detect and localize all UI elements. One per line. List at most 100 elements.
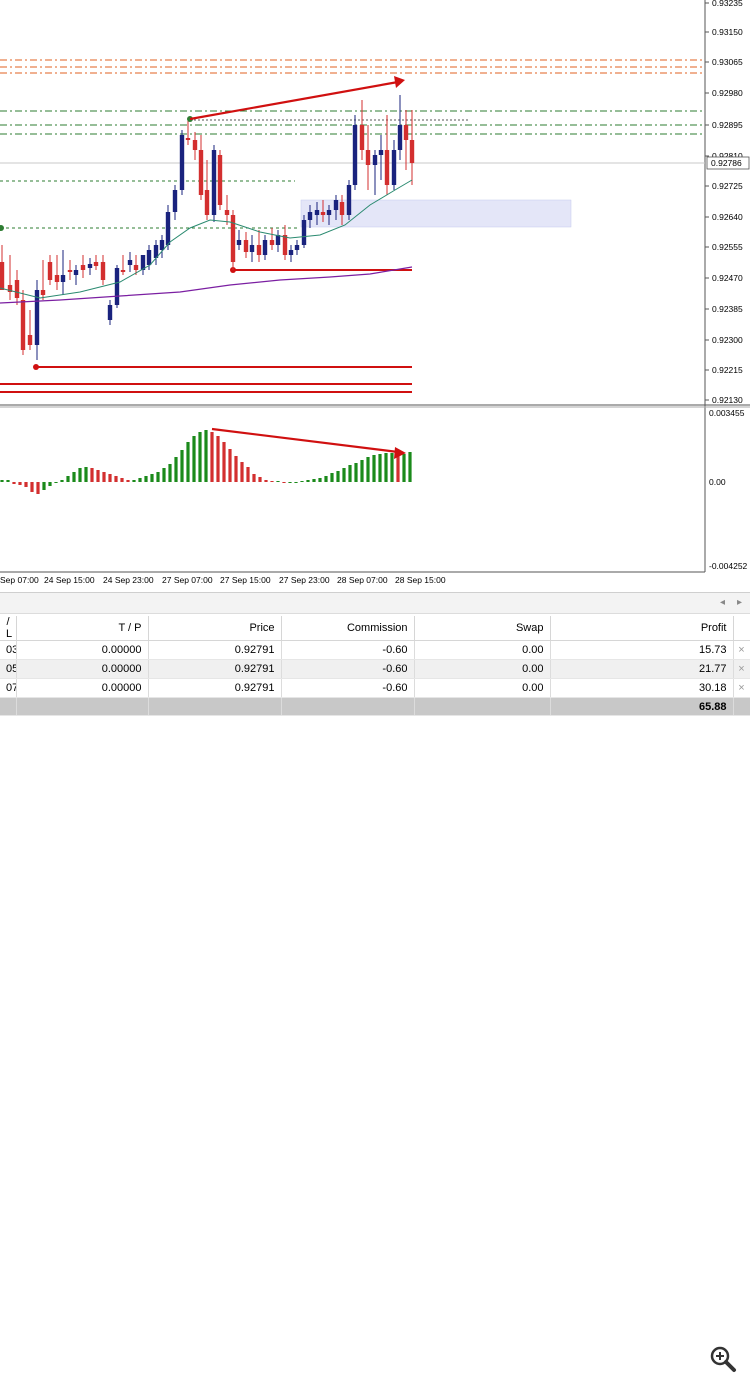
- histogram-bar: [372, 455, 376, 482]
- histogram-bar: [60, 480, 64, 482]
- histogram-bar: [12, 482, 16, 484]
- close-order-icon[interactable]: ×: [733, 640, 750, 660]
- candle-body: [185, 138, 191, 140]
- histogram-bar: [306, 480, 310, 482]
- total-cell-empty: [0, 697, 17, 716]
- histogram-bar: [138, 478, 142, 482]
- candle-body: [7, 285, 13, 292]
- total-cell-empty: [414, 697, 551, 716]
- col-header-price[interactable]: Price: [148, 616, 282, 641]
- price-tick-label: 0.92895: [712, 120, 743, 130]
- histogram-bar: [150, 474, 154, 482]
- histogram-bar: [318, 478, 322, 482]
- col-header-profit[interactable]: Profit: [550, 616, 734, 641]
- histogram-bar: [282, 482, 286, 483]
- cell-swap: 0.00: [414, 678, 551, 698]
- indicator-tick-label: 0.00: [709, 477, 726, 487]
- col-header-commission[interactable]: Commission: [281, 616, 415, 641]
- candle-body: [403, 125, 409, 140]
- histogram-bar: [252, 474, 256, 482]
- price-tick-label: 0.92385: [712, 304, 743, 314]
- histogram-bar: [90, 468, 94, 482]
- indicator-tick-label: -0.004252: [709, 561, 748, 571]
- close-order-icon[interactable]: ×: [733, 659, 750, 679]
- histogram-bar: [204, 430, 208, 482]
- histogram-bar: [330, 473, 334, 482]
- time-tick-label: 27 Sep 07:00: [162, 575, 213, 585]
- histogram-bar: [342, 468, 346, 482]
- candle-body: [146, 250, 152, 265]
- moving-average-slow: [0, 266, 413, 304]
- price-tick-label: 0.92300: [712, 335, 743, 345]
- histogram-bar: [408, 452, 412, 482]
- candle-body: [40, 290, 46, 295]
- candle-body: [165, 212, 171, 245]
- candle-body: [60, 275, 66, 282]
- histogram-bar: [48, 482, 52, 486]
- histogram-bar: [234, 456, 238, 482]
- col-header-tp[interactable]: T / P: [16, 616, 149, 641]
- price-tick-label: 0.92130: [712, 395, 743, 405]
- cell-sl: 072: [0, 678, 17, 698]
- cell-price: 0.92791: [148, 640, 282, 660]
- level-anchor-dot: [0, 225, 4, 231]
- candle-body: [140, 255, 146, 270]
- price-tick-label: 0.92640: [712, 212, 743, 222]
- candle-body: [80, 265, 86, 270]
- candle-body: [211, 150, 217, 215]
- cell-tp: 0.00000: [16, 640, 149, 660]
- divergence-line-price: [189, 80, 399, 121]
- table-row[interactable]: 072 0.00000 0.92791 -0.60 0.00 30.18 ×: [0, 678, 750, 698]
- histogram-bar: [270, 481, 274, 482]
- candle-body: [27, 335, 33, 345]
- cell-price: 0.92791: [148, 678, 282, 698]
- scroll-right-icon[interactable]: ▸: [737, 597, 743, 608]
- histogram-bar: [144, 476, 148, 482]
- current-price-label: 0.92786: [711, 158, 742, 168]
- candle-body: [339, 202, 345, 215]
- candle-body: [114, 268, 120, 305]
- candle-body: [307, 212, 313, 220]
- histogram-bar: [168, 464, 172, 482]
- close-order-icon[interactable]: ×: [733, 678, 750, 698]
- total-cell-empty: [16, 697, 149, 716]
- cell-swap: 0.00: [414, 659, 551, 679]
- candle-body: [409, 140, 415, 163]
- candle-body: [198, 150, 204, 195]
- histogram-bar: [114, 476, 118, 482]
- candle-body: [127, 260, 133, 265]
- candle-body: [107, 305, 113, 320]
- total-cell-empty: [733, 697, 750, 716]
- histogram-bar: [36, 482, 40, 494]
- chart-area[interactable]: 0.93235 0.93150 0.93065 0.92980 0.92895 0.928…: [0, 0, 750, 590]
- scroll-left-icon[interactable]: ◂: [720, 597, 726, 608]
- candle-body: [179, 135, 185, 190]
- histogram-bar: [174, 457, 178, 482]
- candle-body: [172, 190, 178, 212]
- histogram-bar: [54, 482, 58, 483]
- candle-body: [93, 262, 99, 266]
- candle-body: [346, 185, 352, 215]
- histogram-bar: [366, 457, 370, 482]
- histogram-bar: [384, 453, 388, 482]
- table-row[interactable]: 052 0.00000 0.92791 -0.60 0.00 21.77 ×: [0, 659, 750, 679]
- col-header-swap[interactable]: Swap: [414, 616, 551, 641]
- histogram-bar: [72, 472, 76, 482]
- histogram-bar: [288, 482, 292, 483]
- histogram-bar: [276, 481, 280, 482]
- arrow-head-icon: [394, 76, 405, 88]
- price-chart[interactable]: 0.93235 0.93150 0.93065 0.92980 0.92895 0.928…: [0, 0, 750, 590]
- col-header-sl[interactable]: / L: [0, 616, 17, 641]
- demand-zone: [300, 199, 572, 228]
- histogram-bar: [258, 477, 262, 482]
- time-tick-label: 24 Sep 23:00: [103, 575, 154, 585]
- price-tick-label: 0.92810: [712, 151, 743, 161]
- histogram-bar: [162, 468, 166, 482]
- candle-body: [352, 125, 358, 185]
- candle-body: [217, 155, 223, 205]
- table-row[interactable]: 033 0.00000 0.92791 -0.60 0.00 15.73 ×: [0, 640, 750, 660]
- zoom-in-icon[interactable]: [708, 1344, 738, 1374]
- cell-commission: -0.60: [281, 640, 415, 660]
- candle-body: [133, 265, 139, 270]
